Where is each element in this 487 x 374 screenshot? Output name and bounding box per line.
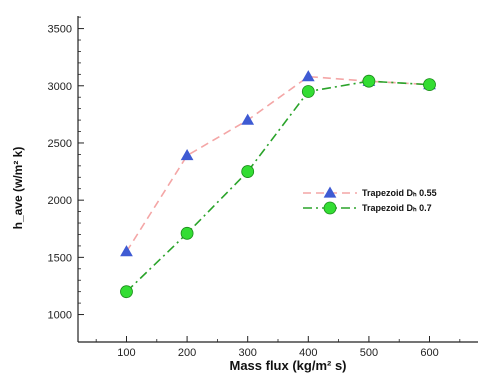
data-point [362, 74, 376, 88]
x-tick-label: 100 [117, 347, 135, 359]
data-point [120, 245, 133, 257]
axes [77, 16, 478, 343]
y-tick-label: 2000 [48, 195, 72, 207]
x-tick-label: 500 [360, 347, 378, 359]
data-point [301, 85, 315, 98]
legend: Trapezoid Dₕ 0.55 Trapezoid Dₕ 0.7 [303, 186, 437, 215]
data-point [323, 186, 337, 198]
legend-entry-label: Trapezoid Dₕ 0.7 [362, 203, 432, 213]
x-axis-ticks: 100 200 300 400 500 600 [95, 336, 461, 359]
y-tick-label: 2500 [48, 138, 72, 150]
x-tick-label: 200 [178, 347, 196, 359]
data-point [180, 149, 194, 161]
y-tick-label: 3500 [48, 24, 72, 36]
series-2 [120, 74, 436, 299]
data-point [423, 78, 436, 92]
series-line [125, 80, 430, 293]
data-point [301, 70, 315, 82]
series-1 [120, 70, 436, 257]
series-layer [120, 70, 436, 299]
y-tick-label: 1500 [48, 252, 72, 264]
y-tick-label: 3000 [48, 81, 72, 93]
series-line [125, 75, 430, 253]
x-tick-label: 600 [420, 347, 438, 359]
y-tick-label: 1000 [48, 310, 72, 322]
x-axis-label: Mass flux (kg/m² s) [229, 358, 346, 373]
data-point [241, 165, 255, 178]
y-axis-ticks: 1000 1500 2000 2500 3000 3500 [48, 16, 84, 322]
data-point [180, 226, 194, 240]
y-axis-label: h_ave (w/m² k) [11, 147, 25, 230]
x-tick-label: 400 [299, 347, 317, 359]
x-tick-label: 300 [239, 347, 257, 359]
data-point [323, 201, 337, 215]
data-point [120, 285, 133, 299]
legend-entry-label: Trapezoid Dₕ 0.55 [362, 188, 437, 198]
data-point [241, 113, 255, 125]
